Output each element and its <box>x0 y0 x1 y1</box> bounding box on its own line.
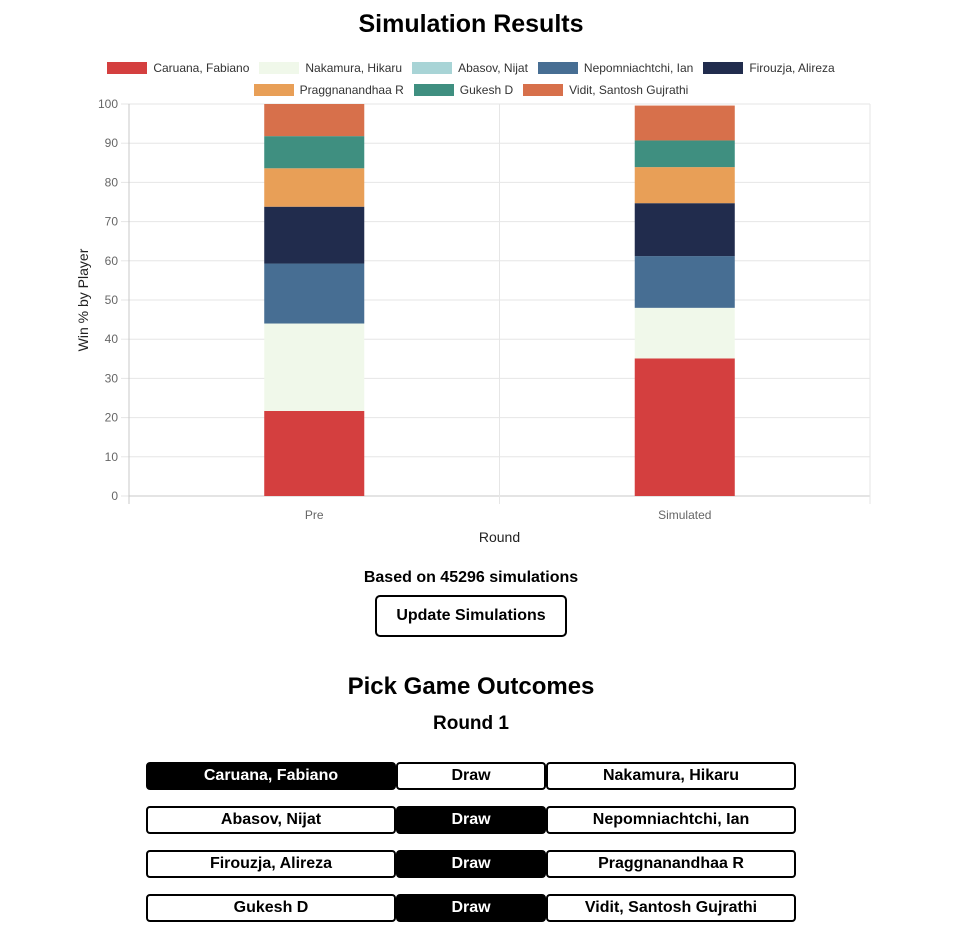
draw-button[interactable]: Draw <box>396 894 546 922</box>
legend-label: Praggnanandhaa R <box>299 83 404 97</box>
y-tick-label: 50 <box>105 293 119 307</box>
legend-swatch <box>413 84 454 96</box>
y-axis-title: Win % by Player <box>75 248 91 351</box>
bar-segment <box>264 104 365 137</box>
legend-item[interactable]: Gukesh D <box>413 83 514 97</box>
legend-label: Nepomniachtchi, Ian <box>583 61 694 75</box>
draw-button[interactable]: Draw <box>396 762 546 790</box>
bar-segment <box>634 105 735 141</box>
bar-segment <box>264 136 365 169</box>
legend-item[interactable]: Abasov, Nijat <box>412 61 528 75</box>
white-player-button[interactable]: Abasov, Nijat <box>146 806 396 834</box>
x-tick-label: Pre <box>305 508 324 522</box>
legend-swatch <box>259 62 300 74</box>
y-tick-label: 20 <box>105 411 119 425</box>
legend-item[interactable]: Praggnanandhaa R <box>253 83 404 97</box>
bar-segment <box>264 263 365 324</box>
y-tick-label: 100 <box>98 97 118 111</box>
y-tick-label: 40 <box>105 332 119 346</box>
legend-swatch <box>703 62 744 74</box>
legend-swatch <box>412 62 453 74</box>
bar-segment <box>634 203 735 257</box>
legend-item[interactable]: Nepomniachtchi, Ian <box>537 61 694 75</box>
legend-item[interactable]: Firouzja, Alireza <box>703 61 835 75</box>
draw-button[interactable]: Draw <box>396 850 546 878</box>
chart-legend: Caruana, Fabiano Nakamura, Hikaru Abasov, … <box>0 57 942 101</box>
legend-label: Nakamura, Hikaru <box>305 61 403 75</box>
y-tick-label: 0 <box>111 489 118 503</box>
black-player-button[interactable]: Vidit, Santosh Gujrathi <box>546 894 796 922</box>
legend-swatch <box>523 84 564 96</box>
game-row: Gukesh D Draw Vidit, Santosh Gujrathi <box>146 894 796 922</box>
game-row: Abasov, Nijat Draw Nepomniachtchi, Ian <box>146 806 796 834</box>
legend-label: Gukesh D <box>459 83 514 97</box>
y-tick-label: 30 <box>105 371 119 385</box>
legend-item[interactable]: Caruana, Fabiano <box>107 61 249 75</box>
game-row: Caruana, Fabiano Draw Nakamura, Hikaru <box>146 762 796 790</box>
game-row: Firouzja, Alireza Draw Praggnanandhaa R <box>146 850 796 878</box>
black-player-button[interactable]: Nepomniachtchi, Ian <box>546 806 796 834</box>
bar-segment <box>634 167 735 204</box>
y-tick-label: 60 <box>105 254 119 268</box>
legend-row: Caruana, Fabiano Nakamura, Hikaru Abasov, … <box>0 57 942 79</box>
draw-button[interactable]: Draw <box>396 806 546 834</box>
legend-item[interactable]: Nakamura, Hikaru <box>259 61 402 75</box>
legend-label: Firouzja, Alireza <box>749 61 835 75</box>
stacked-bar-chart: 0 10 20 30 40 50 60 70 80 90 100 Pre Simulated Round W… <box>75 97 871 545</box>
bar-segment <box>634 307 735 359</box>
bar-segment <box>634 256 735 308</box>
legend-label: Abasov, Nijat <box>458 61 528 75</box>
pick-outcomes-title: Pick Game Outcomes <box>347 673 595 700</box>
simulation-count: Based on 45296 simulations <box>363 569 579 586</box>
white-player-button[interactable]: Firouzja, Alireza <box>146 850 396 878</box>
y-tick-label: 10 <box>105 450 119 464</box>
x-axis-title: Round <box>479 529 520 545</box>
legend-swatch <box>537 62 578 74</box>
white-player-button[interactable]: Gukesh D <box>146 894 396 922</box>
bar-segment <box>634 358 735 496</box>
bar-segment <box>264 323 365 411</box>
bar-segment <box>264 206 365 264</box>
update-simulations-button[interactable]: Update Simulations <box>375 595 567 637</box>
bar-segment <box>264 168 365 207</box>
legend-label: Caruana, Fabiano <box>153 61 250 75</box>
round-title: Round 1 <box>433 713 509 734</box>
y-tick-label: 70 <box>105 215 119 229</box>
legend-item[interactable]: Vidit, Santosh Gujrathi <box>523 83 688 97</box>
legend-swatch <box>253 84 294 96</box>
bar-segment <box>264 410 365 496</box>
y-tick-label: 90 <box>105 136 119 150</box>
black-player-button[interactable]: Praggnanandhaa R <box>546 850 796 878</box>
white-player-button[interactable]: Caruana, Fabiano <box>146 762 396 790</box>
x-tick-label: Simulated <box>658 508 711 522</box>
legend-swatch <box>107 62 148 74</box>
bar-segment <box>634 140 735 168</box>
y-tick-label: 80 <box>105 175 119 189</box>
legend-row: Praggnanandhaa R Gukesh D Vidit, Santosh G… <box>0 79 942 101</box>
legend-label: Vidit, Santosh Gujrathi <box>569 83 689 97</box>
simulation-title: Simulation Results <box>358 10 584 38</box>
black-player-button[interactable]: Nakamura, Hikaru <box>546 762 796 790</box>
